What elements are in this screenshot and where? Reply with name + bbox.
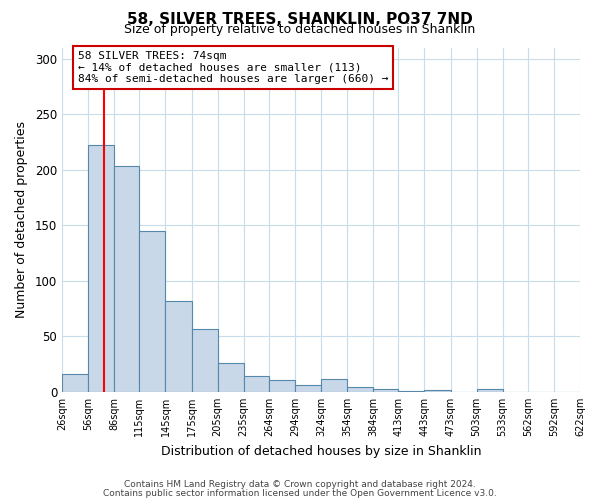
Bar xyxy=(191,328,218,392)
Bar xyxy=(424,390,451,392)
Bar xyxy=(295,386,321,392)
Y-axis label: Number of detached properties: Number of detached properties xyxy=(15,121,28,318)
Bar xyxy=(476,388,503,392)
Bar xyxy=(269,380,295,392)
Bar xyxy=(321,378,347,392)
Text: Contains public sector information licensed under the Open Government Licence v3: Contains public sector information licen… xyxy=(103,488,497,498)
Bar xyxy=(114,166,139,392)
Text: 58 SILVER TREES: 74sqm
← 14% of detached houses are smaller (113)
84% of semi-de: 58 SILVER TREES: 74sqm ← 14% of detached… xyxy=(77,51,388,84)
X-axis label: Distribution of detached houses by size in Shanklin: Distribution of detached houses by size … xyxy=(161,444,481,458)
Text: Contains HM Land Registry data © Crown copyright and database right 2024.: Contains HM Land Registry data © Crown c… xyxy=(124,480,476,489)
Bar xyxy=(244,376,269,392)
Bar xyxy=(62,374,88,392)
Bar xyxy=(218,363,244,392)
Text: Size of property relative to detached houses in Shanklin: Size of property relative to detached ho… xyxy=(124,22,476,36)
Bar xyxy=(580,390,600,392)
Bar xyxy=(373,388,398,392)
Bar xyxy=(139,231,166,392)
Bar xyxy=(347,388,373,392)
Text: 58, SILVER TREES, SHANKLIN, PO37 7ND: 58, SILVER TREES, SHANKLIN, PO37 7ND xyxy=(127,12,473,28)
Bar xyxy=(88,146,114,392)
Bar xyxy=(398,391,424,392)
Bar xyxy=(166,301,191,392)
